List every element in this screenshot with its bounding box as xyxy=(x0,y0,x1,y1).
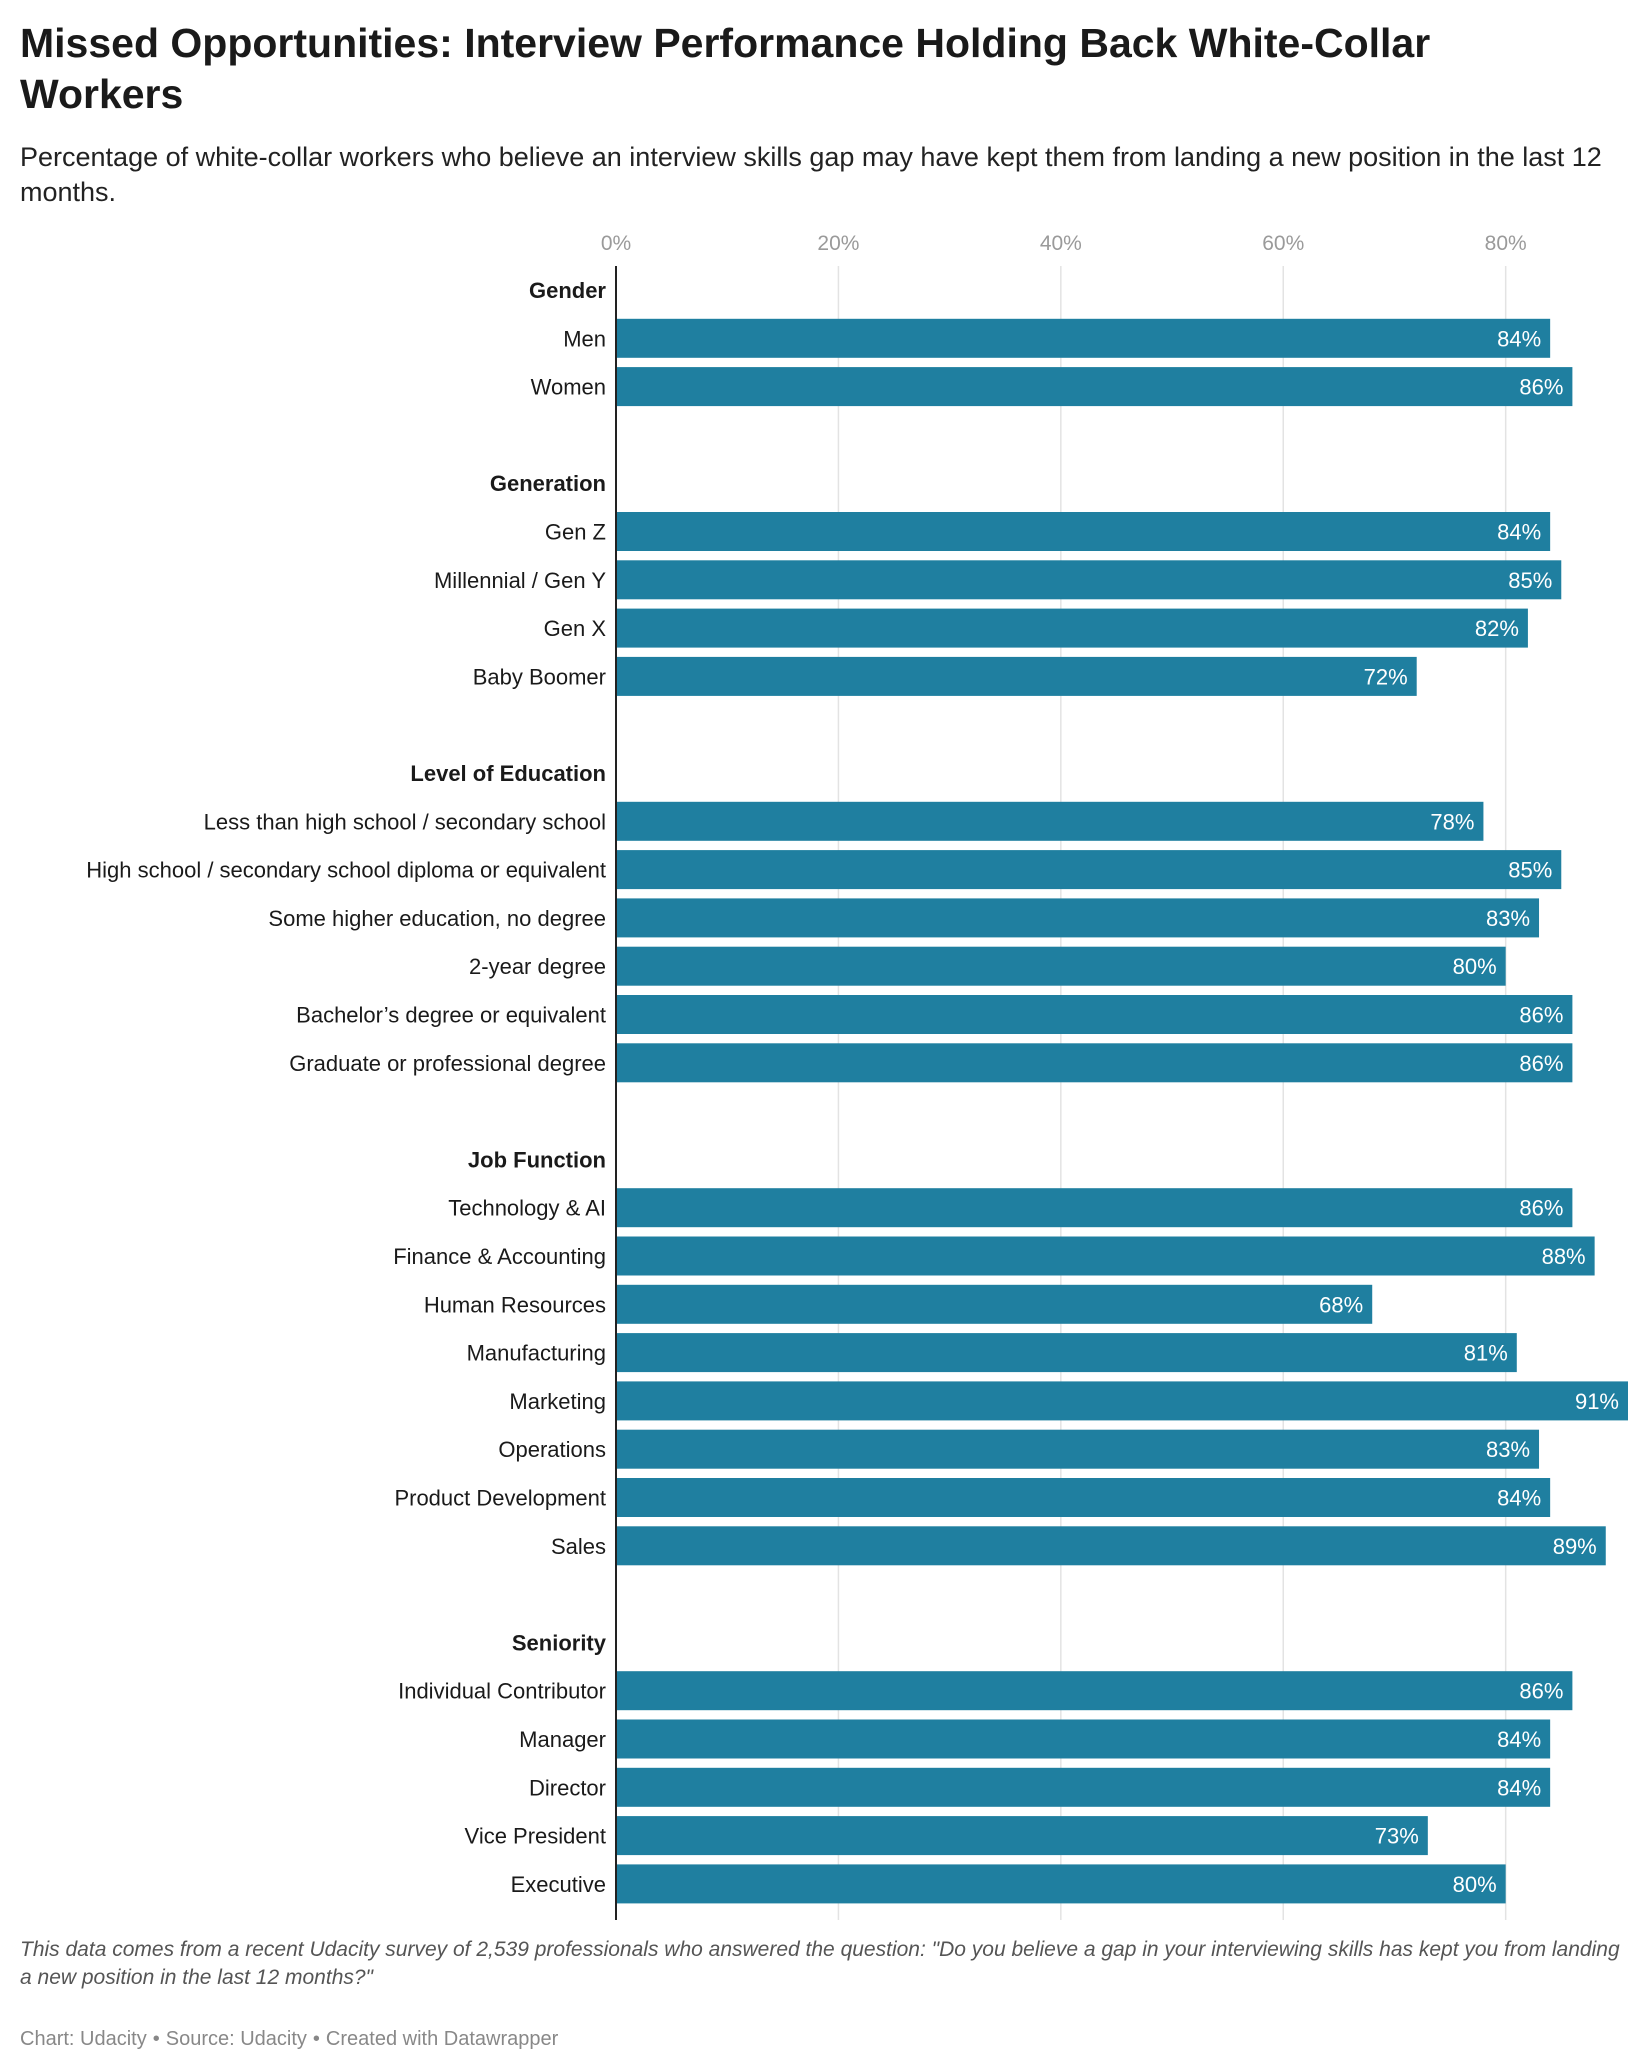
bar xyxy=(616,1429,1540,1469)
category-label: Manager xyxy=(519,1727,606,1752)
bar xyxy=(616,946,1506,986)
bar-value-label: 89% xyxy=(1553,1534,1597,1559)
group-header-label: Level of Education xyxy=(410,761,606,786)
bar-value-label: 86% xyxy=(1519,1679,1563,1704)
footer-chart-credit: Chart: Udacity xyxy=(20,2028,147,2050)
bar-value-label: 88% xyxy=(1542,1244,1586,1269)
bar-value-label: 73% xyxy=(1375,1824,1419,1849)
category-label: Men xyxy=(563,326,606,351)
bar xyxy=(616,1719,1551,1759)
category-label: Vice President xyxy=(465,1824,606,1849)
bar-value-label: 68% xyxy=(1319,1292,1363,1317)
group-header-label: Job Function xyxy=(468,1147,606,1172)
category-label: Human Resources xyxy=(424,1292,606,1317)
category-label: Less than high school / secondary school xyxy=(204,809,606,834)
bar xyxy=(616,1333,1517,1373)
bar-value-label: 84% xyxy=(1497,1775,1541,1800)
chart-notes: This data comes from a recent Udacity su… xyxy=(20,1938,1620,1989)
bar xyxy=(616,1188,1573,1228)
category-label: Director xyxy=(529,1775,606,1800)
bar xyxy=(616,318,1551,358)
category-label: Women xyxy=(531,375,606,400)
group-header-label: Generation xyxy=(490,471,606,496)
group-header-label: Gender xyxy=(529,278,606,303)
bar-value-label: 82% xyxy=(1475,616,1519,641)
bar-value-label: 84% xyxy=(1497,326,1541,351)
bar xyxy=(616,608,1528,648)
bar-value-label: 84% xyxy=(1497,1486,1541,1511)
bar-value-label: 86% xyxy=(1519,1051,1563,1076)
category-label: Some higher education, no degree xyxy=(268,906,606,931)
category-label: 2-year degree xyxy=(469,954,606,979)
chart-subtitle: Percentage of white-collar workers who b… xyxy=(20,142,1602,207)
chart-title: Missed Opportunities: Interview Performa… xyxy=(20,20,1431,117)
category-label: Executive xyxy=(511,1872,606,1897)
bar-value-label: 91% xyxy=(1575,1389,1619,1414)
bar-value-label: 86% xyxy=(1519,375,1563,400)
category-label: Gen Z xyxy=(545,520,606,545)
category-label: Graduate or professional degree xyxy=(289,1051,606,1076)
category-label: Bachelor’s degree or equivalent xyxy=(296,1003,606,1028)
bar xyxy=(616,995,1573,1034)
bar-value-label: 85% xyxy=(1508,568,1552,593)
bar xyxy=(616,512,1551,551)
category-label: Sales xyxy=(551,1534,606,1559)
bar-value-label: 80% xyxy=(1453,1872,1497,1897)
bar xyxy=(616,1526,1606,1566)
category-label: Operations xyxy=(498,1437,606,1462)
bar-value-label: 78% xyxy=(1430,809,1474,834)
category-label: Finance & Accounting xyxy=(393,1244,606,1269)
footer-created-with: Created with Datawrapper xyxy=(325,2028,559,2050)
bar-value-label: 81% xyxy=(1464,1341,1508,1366)
footer-separator: • xyxy=(152,2028,160,2050)
footer-source: Source: Udacity xyxy=(165,2028,307,2050)
bar xyxy=(616,1478,1551,1517)
bar xyxy=(616,1381,1628,1421)
bar xyxy=(616,1043,1573,1083)
bar xyxy=(616,1236,1595,1276)
bar xyxy=(616,656,1417,696)
bar xyxy=(616,850,1562,890)
chart-footer: Chart: Udacity • Source: Udacity • Created w… xyxy=(20,2028,558,2051)
bar-value-label: 83% xyxy=(1486,906,1530,931)
x-tick-label: 0% xyxy=(601,232,631,255)
bar-value-label: 86% xyxy=(1519,1196,1563,1221)
category-label: Manufacturing xyxy=(467,1341,606,1366)
bar-value-label: 84% xyxy=(1497,1727,1541,1752)
bar xyxy=(616,1864,1506,1904)
category-label: Millennial / Gen Y xyxy=(434,568,606,593)
x-tick-label: 80% xyxy=(1485,232,1527,255)
bar xyxy=(616,560,1562,600)
x-tick-label: 40% xyxy=(1040,232,1082,255)
category-label: Baby Boomer xyxy=(473,664,606,689)
bar-value-label: 85% xyxy=(1508,858,1552,883)
bar xyxy=(616,1816,1428,1856)
category-label: High school / secondary school diploma o… xyxy=(86,858,606,883)
bar xyxy=(616,1671,1573,1711)
x-tick-label: 60% xyxy=(1262,232,1304,255)
bar-value-label: 72% xyxy=(1364,664,1408,689)
group-header-label: Seniority xyxy=(512,1630,607,1655)
bar xyxy=(616,801,1484,841)
x-tick-label: 20% xyxy=(817,232,859,255)
footer-separator: • xyxy=(312,2028,320,2050)
bar xyxy=(616,1767,1551,1807)
bar-value-label: 86% xyxy=(1519,1003,1563,1028)
category-label: Gen X xyxy=(544,616,607,641)
bar-value-label: 84% xyxy=(1497,520,1541,545)
bar xyxy=(616,1284,1373,1324)
bar xyxy=(616,367,1573,407)
category-label: Marketing xyxy=(509,1389,606,1414)
category-label: Technology & AI xyxy=(448,1196,606,1221)
category-label: Product Development xyxy=(394,1486,606,1511)
bar xyxy=(616,898,1540,938)
bar-value-label: 83% xyxy=(1486,1437,1530,1462)
category-label: Individual Contributor xyxy=(398,1679,606,1704)
bar-chart: 0% 20% 40% 60% 80% Gender Men 84% Women 86% Genera… xyxy=(86,232,1628,1920)
bar-value-label: 80% xyxy=(1453,954,1497,979)
